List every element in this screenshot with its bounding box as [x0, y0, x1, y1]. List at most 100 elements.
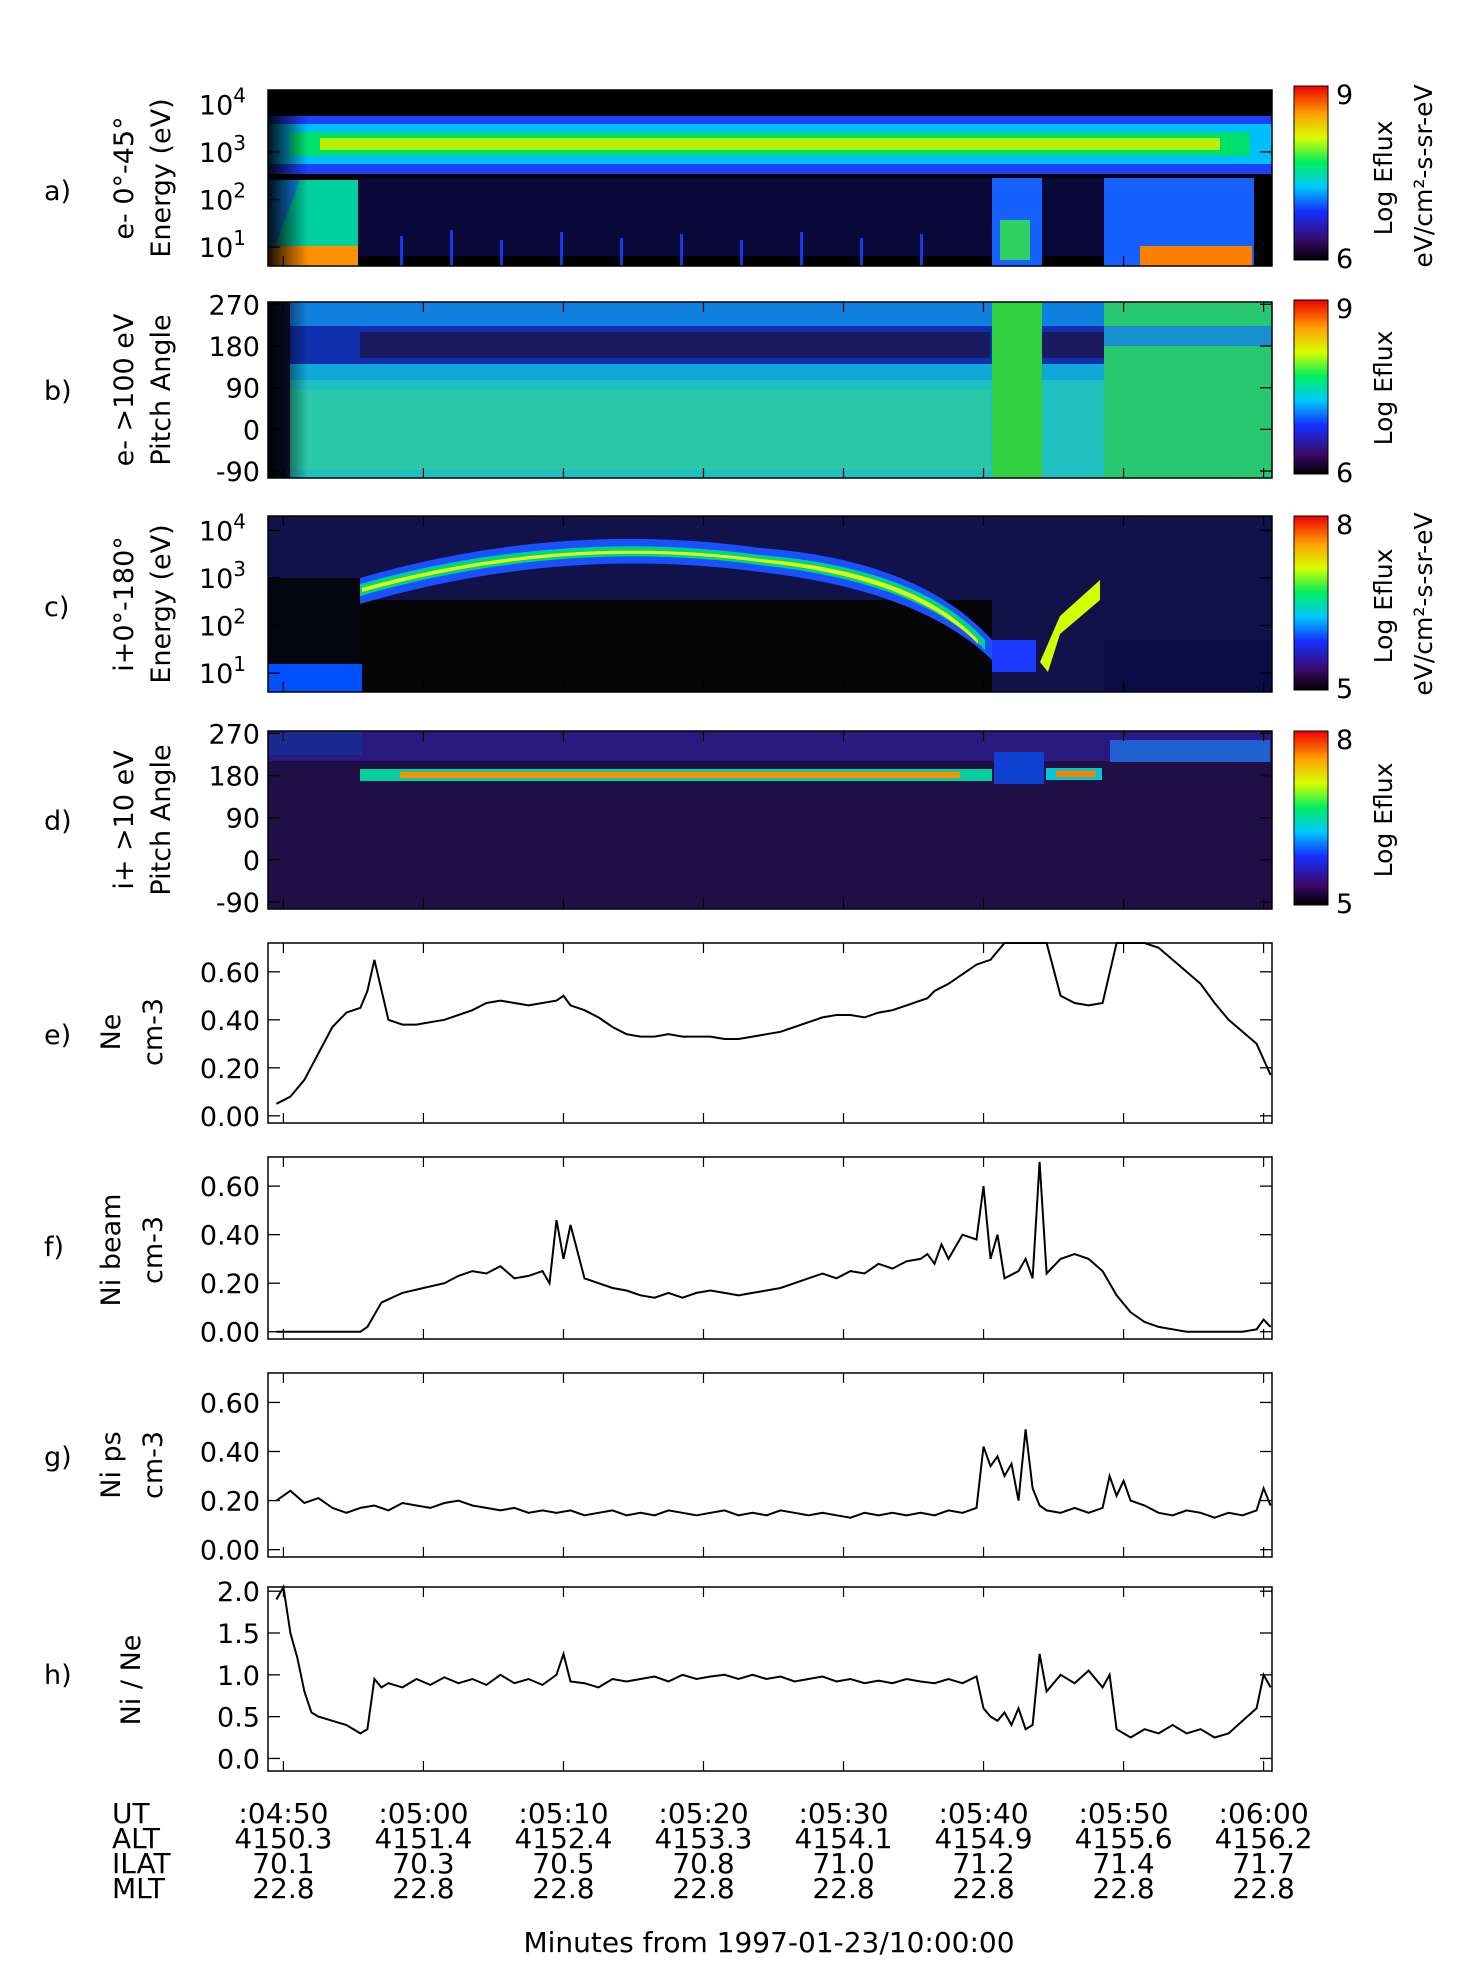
y-tick-label-d: 0 — [243, 846, 260, 877]
ylabel-g-2: cm-3 — [138, 1431, 169, 1499]
y-tick-label-b: 270 — [208, 290, 260, 321]
time-row-value: 22.8 — [1232, 1872, 1294, 1905]
time-row-value: 4156.2 — [1215, 1822, 1313, 1855]
time-row-value: 22.8 — [812, 1872, 874, 1905]
panel-d — [267, 730, 1273, 910]
y-tick-label-e: 0.00 — [200, 1102, 260, 1133]
time-row-label: MLT — [112, 1872, 166, 1905]
time-row-value: :06:00 — [1219, 1797, 1309, 1830]
y-tick-label-g: 0.00 — [200, 1536, 260, 1567]
time-row-value: 22.8 — [392, 1872, 454, 1905]
y-tick-label-c: 103 — [199, 557, 246, 595]
x-axis-title: Minutes from 1997-01-23/10:00:00 — [523, 1926, 1014, 1959]
colorbar-d-label-1: Log Eflux — [1369, 763, 1398, 878]
y-tick-label-a: 103 — [199, 131, 246, 169]
ylabel-h-1: Ni / Ne — [116, 1635, 147, 1726]
ylabel-a-1: e- 0°-45° — [109, 116, 140, 239]
y-tick-label-a: 104 — [199, 83, 246, 121]
axis-ticks: 101 102 103 104 270 180 90 0 -90 101 102 103 104 270 1… — [199, 83, 1272, 1775]
time-row-value: 22.8 — [952, 1872, 1014, 1905]
time-row-value: 4154.9 — [935, 1822, 1033, 1855]
y-tick-label-h: 0.0 — [217, 1744, 260, 1775]
ylabel-e-2: cm-3 — [138, 998, 169, 1066]
spectrogram-d — [268, 731, 1272, 909]
time-row-value: 70.3 — [392, 1847, 454, 1880]
y-tick-label-g: 0.40 — [200, 1438, 260, 1469]
time-row-value: 70.5 — [532, 1847, 594, 1880]
panel-letter-h: h) — [44, 1660, 72, 1691]
panel-letter-g: g) — [44, 1442, 72, 1473]
panel-e — [267, 942, 1273, 1124]
spectrogram-c — [268, 516, 1272, 692]
y-tick-label-g: 0.20 — [200, 1487, 260, 1518]
colorbar-c: 8 5 Log Eflux eV/cm²-s-sr-eV — [1293, 510, 1438, 705]
ylabel-d-2: Pitch Angle — [146, 744, 177, 895]
time-row-value: 4154.1 — [795, 1822, 893, 1855]
time-row-value: 70.8 — [672, 1847, 734, 1880]
ylabel-b-2: Pitch Angle — [146, 314, 177, 465]
spectrogram-b — [268, 302, 1272, 478]
colorbar-a-label-1: Log Eflux — [1369, 121, 1398, 236]
colorbar-a-max: 9 — [1336, 80, 1353, 111]
time-row-value: 22.8 — [252, 1872, 314, 1905]
y-tick-label-e: 0.20 — [200, 1054, 260, 1085]
y-tick-label-h: 2.0 — [217, 1577, 260, 1608]
time-row-value: :05:00 — [378, 1797, 468, 1830]
ylabel-g-1: Ni ps — [96, 1431, 127, 1499]
panel-c — [267, 515, 1273, 693]
colorbar-d: 8 5 Log Eflux — [1293, 725, 1398, 920]
ylabel-b-1: e- >100 eV — [109, 313, 140, 466]
panel-f — [267, 1156, 1273, 1340]
y-tick-label-b: 0 — [243, 415, 260, 446]
y-tick-label-e: 0.40 — [200, 1006, 260, 1037]
time-row-value: 22.8 — [1092, 1872, 1154, 1905]
time-row-value: 4151.4 — [374, 1822, 472, 1855]
colorbar-b-max: 9 — [1336, 294, 1353, 325]
time-row-value: :05:40 — [938, 1797, 1028, 1830]
y-tick-label-a: 102 — [199, 178, 246, 216]
y-tick-label-h: 0.5 — [217, 1703, 260, 1734]
panel-letter-d: d) — [44, 806, 72, 837]
y-tick-label-c: 101 — [199, 652, 246, 690]
y-tick-label-e: 0.60 — [200, 958, 260, 989]
time-row-value: 22.8 — [672, 1872, 734, 1905]
y-tick-label-b: -90 — [216, 457, 260, 488]
ylabel-d-1: i+ >10 eV — [109, 750, 140, 890]
ylabel-a-2: Energy (eV) — [146, 98, 177, 257]
y-tick-label-c: 102 — [199, 604, 246, 642]
time-row-value: 70.1 — [252, 1847, 314, 1880]
time-row-label: UT — [112, 1797, 150, 1830]
y-tick-label-g: 0.60 — [200, 1388, 260, 1419]
ylabel-c-2: Energy (eV) — [146, 524, 177, 683]
time-row-value: 22.8 — [532, 1872, 594, 1905]
time-row-value: :05:50 — [1079, 1797, 1169, 1830]
y-tick-label-a: 101 — [199, 226, 246, 264]
panel-h — [267, 1583, 1273, 1772]
y-tick-label-f: 0.60 — [200, 1172, 260, 1203]
time-row-value: 71.7 — [1232, 1847, 1294, 1880]
y-tick-label-b: 180 — [208, 332, 260, 363]
colorbar-c-label-2: eV/cm²-s-sr-eV — [1409, 512, 1438, 695]
colorbar-b-label-1: Log Eflux — [1369, 331, 1398, 446]
y-tick-label-f: 0.00 — [200, 1318, 260, 1349]
time-row-value: :05:30 — [798, 1797, 888, 1830]
colorbar-b: 9 6 Log Eflux — [1293, 294, 1398, 489]
panel-letter-e: e) — [44, 1020, 71, 1051]
y-tick-label-f: 0.40 — [200, 1221, 260, 1252]
ylabel-c-1: i+0°-180° — [109, 536, 140, 672]
panel-g — [267, 1372, 1273, 1558]
y-tick-label-b: 90 — [226, 374, 260, 405]
colorbar-a-min: 6 — [1336, 244, 1353, 275]
time-row-value: 71.2 — [952, 1847, 1014, 1880]
y-tick-label-h: 1.0 — [217, 1661, 260, 1692]
colorbar-c-max: 8 — [1336, 510, 1353, 541]
colorbar-c-min: 5 — [1336, 674, 1353, 705]
panel-letter-b: b) — [44, 376, 72, 407]
time-row-label: ILAT — [112, 1847, 171, 1880]
y-tick-label-d: 180 — [208, 762, 260, 793]
panel-letter-a: a) — [44, 176, 71, 207]
time-row-value: 71.0 — [812, 1847, 874, 1880]
time-row-value: 71.4 — [1092, 1847, 1154, 1880]
y-tick-label-c: 104 — [199, 509, 246, 547]
